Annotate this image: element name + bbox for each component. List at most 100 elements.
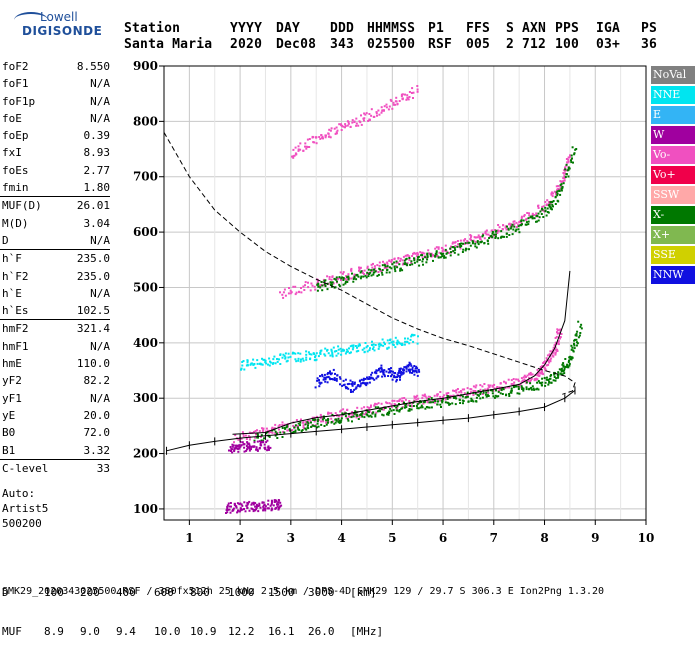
echo-point xyxy=(265,441,268,444)
echo-point xyxy=(462,402,464,405)
echo-point xyxy=(502,388,505,391)
echo-point xyxy=(324,377,327,380)
echo-point xyxy=(336,278,339,281)
echo-point xyxy=(272,358,275,361)
echo-point xyxy=(410,262,413,264)
echo-point xyxy=(342,408,345,411)
echo-point xyxy=(462,242,464,245)
echo-point xyxy=(325,134,327,137)
echo-point xyxy=(517,378,520,381)
echo-point xyxy=(241,441,244,444)
echo-point xyxy=(327,282,330,285)
echo-point xyxy=(335,132,338,135)
echo-point xyxy=(567,156,570,159)
echo-point xyxy=(274,423,277,426)
echo-point xyxy=(299,421,302,424)
echo-point xyxy=(545,203,548,206)
echo-point xyxy=(252,358,255,361)
echo-point xyxy=(375,411,378,414)
echo-point xyxy=(415,255,418,258)
echo-point xyxy=(420,404,423,407)
echo-point xyxy=(321,375,324,378)
echo-point xyxy=(547,363,550,366)
echo-point xyxy=(401,269,404,272)
echo-point xyxy=(408,258,411,261)
echo-point xyxy=(439,391,442,393)
x-tick-label: 10 xyxy=(638,531,655,545)
echo-point xyxy=(251,502,254,505)
echo-point xyxy=(385,106,388,109)
footer-cell: 1500 xyxy=(268,586,295,599)
echo-point xyxy=(390,403,393,406)
echo-point xyxy=(294,285,297,288)
echo-point xyxy=(344,280,347,283)
param-row: B1 3.32 xyxy=(0,442,114,459)
param-value: N/A xyxy=(90,233,110,247)
logo-line1: Lowell xyxy=(40,10,78,24)
autoscaling-info: Auto: Artist5 500200 xyxy=(2,486,48,531)
echo-point xyxy=(399,398,402,401)
echo-point xyxy=(271,362,274,365)
echo-point xyxy=(380,370,383,373)
echo-point xyxy=(409,338,412,341)
echo-point xyxy=(269,361,272,364)
echo-point xyxy=(496,386,499,389)
echo-point xyxy=(481,393,484,395)
echo-point xyxy=(410,402,413,405)
echo-point xyxy=(556,190,559,193)
echo-point xyxy=(565,163,568,166)
echo-point xyxy=(499,382,502,385)
echo-point xyxy=(355,278,358,281)
echo-point xyxy=(396,343,399,346)
echo-point xyxy=(360,275,363,278)
echo-point xyxy=(555,193,558,196)
echo-point xyxy=(231,445,234,448)
echo-point xyxy=(307,281,309,284)
echo-point xyxy=(368,113,371,115)
echo-point xyxy=(410,92,413,94)
echo-point xyxy=(549,207,552,210)
echo-point xyxy=(536,215,539,217)
echo-point xyxy=(411,371,413,374)
echo-point xyxy=(428,401,431,404)
echo-point xyxy=(413,259,416,262)
echo-point xyxy=(353,383,356,386)
echo-point xyxy=(497,390,500,393)
echo-point xyxy=(565,158,568,160)
echo-point xyxy=(326,421,329,424)
echo-point xyxy=(307,286,310,289)
param-value: 20.0 xyxy=(83,408,111,422)
echo-point xyxy=(329,370,331,373)
echo-point xyxy=(340,419,343,422)
echo-point xyxy=(554,196,557,199)
echo-point xyxy=(457,253,460,256)
header-label-0: Station xyxy=(124,21,181,36)
echo-point xyxy=(406,337,409,340)
echo-point xyxy=(303,289,306,291)
echo-point xyxy=(284,352,287,355)
legend-item-noval: NoVal xyxy=(651,66,695,84)
param-row: foF1p N/A xyxy=(0,93,114,110)
echo-point xyxy=(264,446,267,449)
echo-point xyxy=(356,406,359,409)
echo-point xyxy=(307,351,310,354)
echo-point xyxy=(245,445,248,447)
echo-point xyxy=(416,403,419,406)
legend-item-ssw: SSW xyxy=(651,186,695,204)
echo-point xyxy=(246,442,249,445)
param-value: 1.80 xyxy=(83,181,111,195)
echo-point xyxy=(305,350,308,353)
echo-point xyxy=(392,344,395,346)
echo-point xyxy=(440,406,442,408)
echo-point xyxy=(544,206,547,209)
param-name: foF1 xyxy=(2,77,29,91)
echo-point xyxy=(256,448,259,451)
echo-point xyxy=(248,431,251,434)
echo-point xyxy=(339,383,341,386)
echo-point xyxy=(396,373,399,376)
echo-point xyxy=(350,269,353,272)
echo-point xyxy=(430,397,433,400)
param-value: N/A xyxy=(90,94,110,108)
echo-point xyxy=(390,367,392,370)
echo-point xyxy=(386,339,389,342)
